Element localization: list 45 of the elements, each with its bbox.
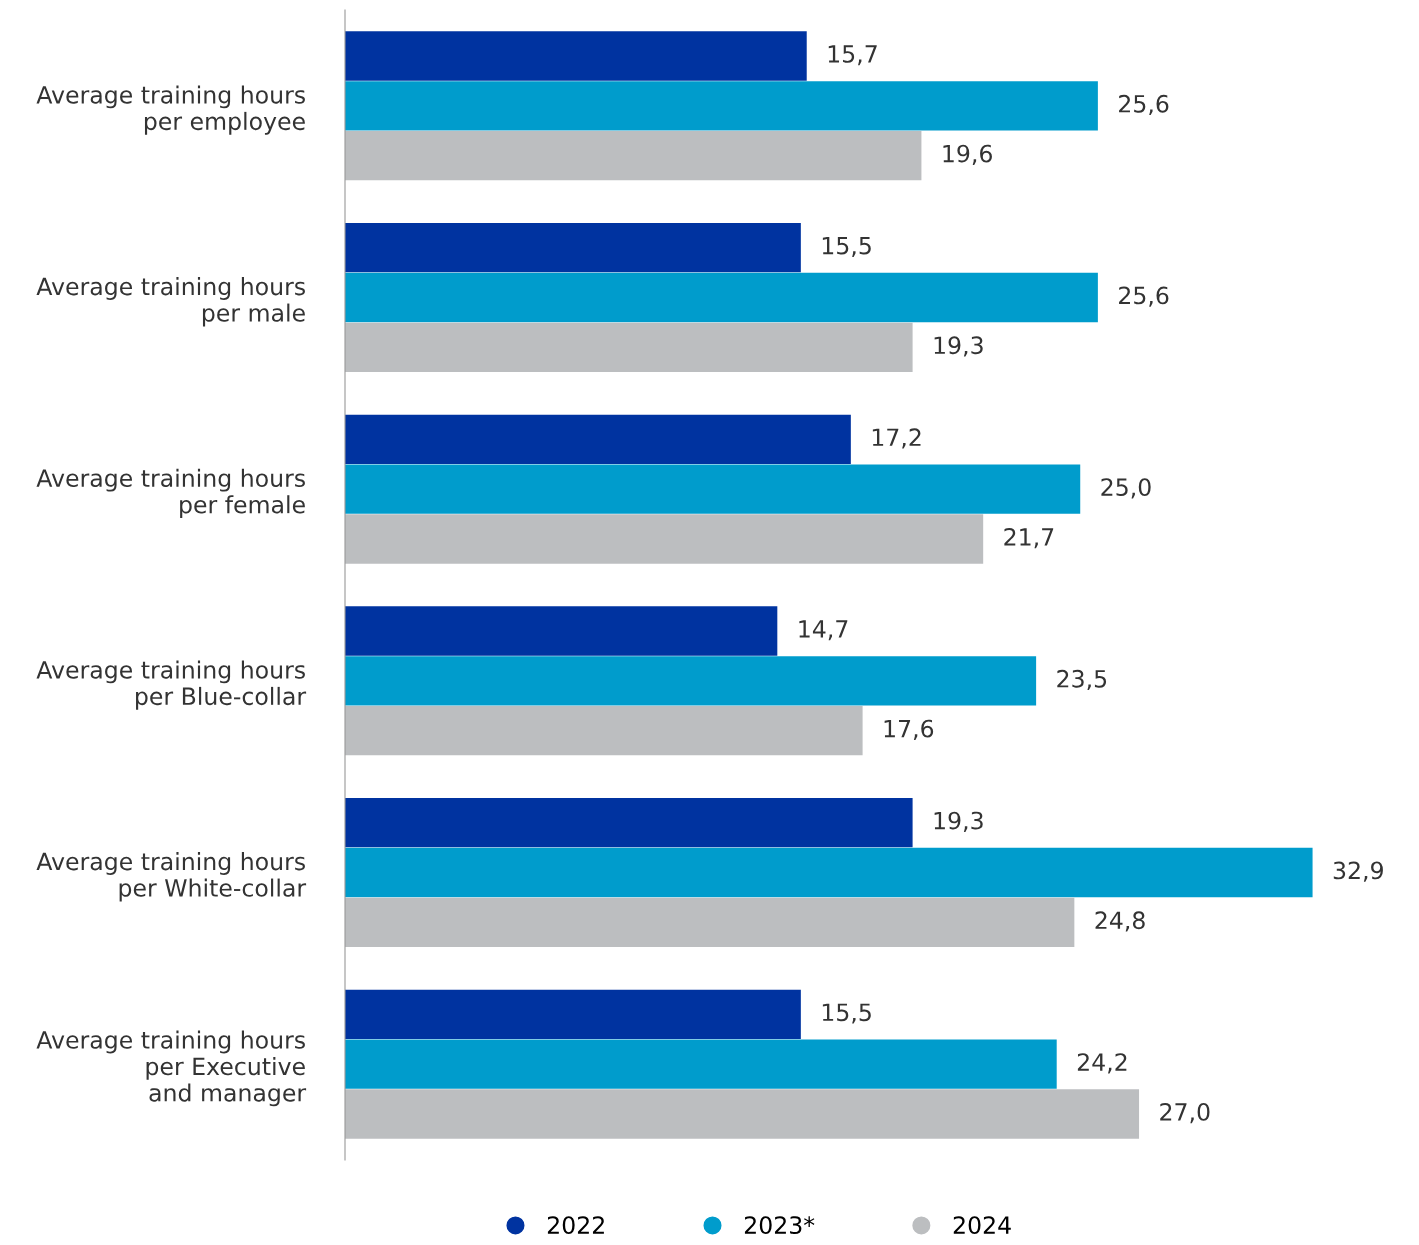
y-tick-label: Average training hours per Blue-collar bbox=[36, 660, 307, 710]
data-label: 27,0 bbox=[1160, 1102, 1210, 1124]
y-tick-label: Average training hours per employee bbox=[36, 85, 305, 135]
bar bbox=[345, 131, 922, 181]
bar bbox=[345, 414, 851, 464]
data-label: 19,3 bbox=[934, 811, 983, 832]
bar bbox=[345, 223, 801, 273]
y-tick-label: Average training hours per male bbox=[36, 277, 305, 327]
bar bbox=[345, 706, 863, 756]
y-tick-label: Average training hours per Executive and manager bbox=[36, 1030, 307, 1107]
data-label: 25,6 bbox=[1119, 94, 1169, 116]
bar bbox=[345, 847, 1313, 898]
data-label: 24,2 bbox=[1077, 1053, 1127, 1074]
bar bbox=[345, 1039, 1057, 1089]
bar bbox=[345, 322, 913, 372]
data-label: 15,5 bbox=[822, 1003, 871, 1024]
bar bbox=[345, 1089, 1140, 1139]
y-tick-label: Average training hours per White-collar bbox=[36, 852, 307, 902]
data-label: 19,6 bbox=[943, 144, 992, 165]
bar bbox=[345, 81, 1098, 131]
data-label: 15,7 bbox=[828, 45, 877, 66]
data-label: 14,7 bbox=[799, 620, 848, 641]
data-label: 19,3 bbox=[934, 336, 983, 357]
legend-label: 2023* bbox=[744, 1216, 815, 1235]
data-label: 23,5 bbox=[1057, 669, 1107, 691]
bar bbox=[345, 606, 778, 656]
bar bbox=[345, 798, 913, 848]
bar bbox=[345, 272, 1098, 323]
bar bbox=[345, 464, 1081, 514]
y-tick-label: Average training hours per female bbox=[36, 468, 305, 519]
bar bbox=[345, 656, 1037, 706]
data-label: 15,5 bbox=[822, 236, 871, 257]
data-label: 17,2 bbox=[872, 428, 921, 449]
bar bbox=[345, 31, 807, 81]
data-label: 32,9 bbox=[1333, 861, 1383, 882]
bar bbox=[345, 897, 1075, 947]
data-label: 17,6 bbox=[884, 719, 934, 740]
legend-label: 2022 bbox=[547, 1216, 604, 1235]
data-label: 25,6 bbox=[1119, 286, 1169, 307]
data-label: 25,0 bbox=[1101, 478, 1151, 499]
data-label: 21,7 bbox=[1004, 527, 1054, 549]
bar bbox=[345, 989, 801, 1039]
bar bbox=[345, 514, 984, 564]
data-label: 24,8 bbox=[1095, 911, 1145, 932]
legend-label: 2024 bbox=[953, 1216, 1011, 1235]
